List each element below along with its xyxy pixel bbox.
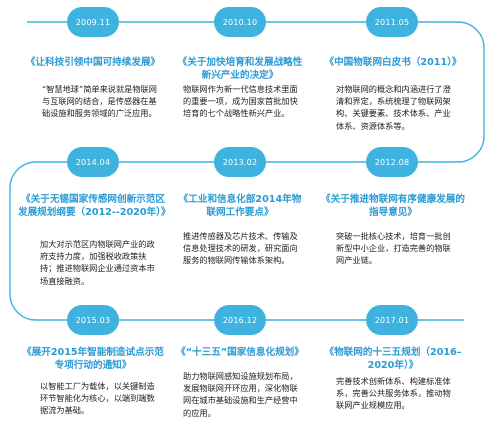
policy-desc-2009: “智慧地球”简单来说就是物联网与互联网的结合，是传感器在基础设施和服务领域的广泛… — [42, 84, 157, 119]
policy-desc-2015: 以智能工厂为载体，以关键制造环节智能化为核心，以端到端数据流为基础。 — [40, 381, 155, 416]
date-badge-2010: 2010.10 — [214, 7, 266, 37]
policy-title-2012: 《关于推进物联网有序健康发展的指导意见》 — [321, 194, 465, 218]
policy-desc-2013: 推进传感器及芯片技术、传输及信息处理技术的研发，研究面向服务的物联网传输体系架构… — [183, 231, 298, 266]
date-badge-2011: 2011.05 — [366, 7, 418, 37]
policy-desc-2012: 突破一批核心技术，培育一批创新型中小企业，打造完善的物联网产业链。 — [336, 231, 451, 266]
policy-title-2013: 《工业和信息化部2014年物联网工作要点》 — [178, 194, 302, 218]
date-badge-2015: 2015.03 — [67, 305, 119, 335]
date-badge-2009: 2009.11 — [67, 7, 119, 37]
date-badge-2012: 2012.08 — [366, 147, 418, 177]
policy-title-2017: 《物联网的十三五规划（2016–2020年）》 — [324, 347, 462, 371]
policy-title-2016: 《“十三五”国家信息化规划》 — [176, 347, 304, 358]
date-badge-2013: 2013.02 — [214, 147, 266, 177]
date-badge-2017: 2017.01 — [366, 305, 418, 335]
policy-title-2011: 《中国物联网白皮书（2011）》 — [324, 57, 462, 68]
policy-desc-2011: 对物联网的概念和内涵进行了澄清和界定，系统梳理了物联网架构、关键要素、技术体系、… — [336, 84, 451, 131]
policy-desc-2014: 加大对示范区内物联网产业的政府支持力度，加强税收政策扶持；推进物联网企业通过资本… — [40, 239, 155, 286]
policy-desc-2010: 物联网作为新一代信息技术里面的重要一项，成为国家首批加快培育的七个战略性新兴产业… — [183, 84, 298, 119]
policy-desc-2017: 完善技术创新体系、构建标准体系，完善公共服务体系，推动物联网产业规模应用。 — [336, 376, 451, 411]
policy-desc-2016: 助力物联网感知设施规划布局，发展物联网开环应用，深化物联网在城市基础设施和生产经… — [183, 371, 298, 418]
policy-title-2009: 《让科技引领中国可持续发展》 — [25, 57, 161, 68]
date-badge-2014: 2014.04 — [67, 147, 119, 177]
policy-title-2014: 《关于无锡国家传感网创新示范区发展规划纲要（2012--2020年）》 — [18, 194, 171, 218]
policy-title-2010: 《关于加快培育和发展战略性新兴产业的决定》 — [177, 57, 303, 81]
policy-title-2015: 《展开2015年智能制造试点示范专项行动的通知》 — [22, 347, 164, 371]
date-badge-2016: 2016.12 — [214, 305, 266, 335]
